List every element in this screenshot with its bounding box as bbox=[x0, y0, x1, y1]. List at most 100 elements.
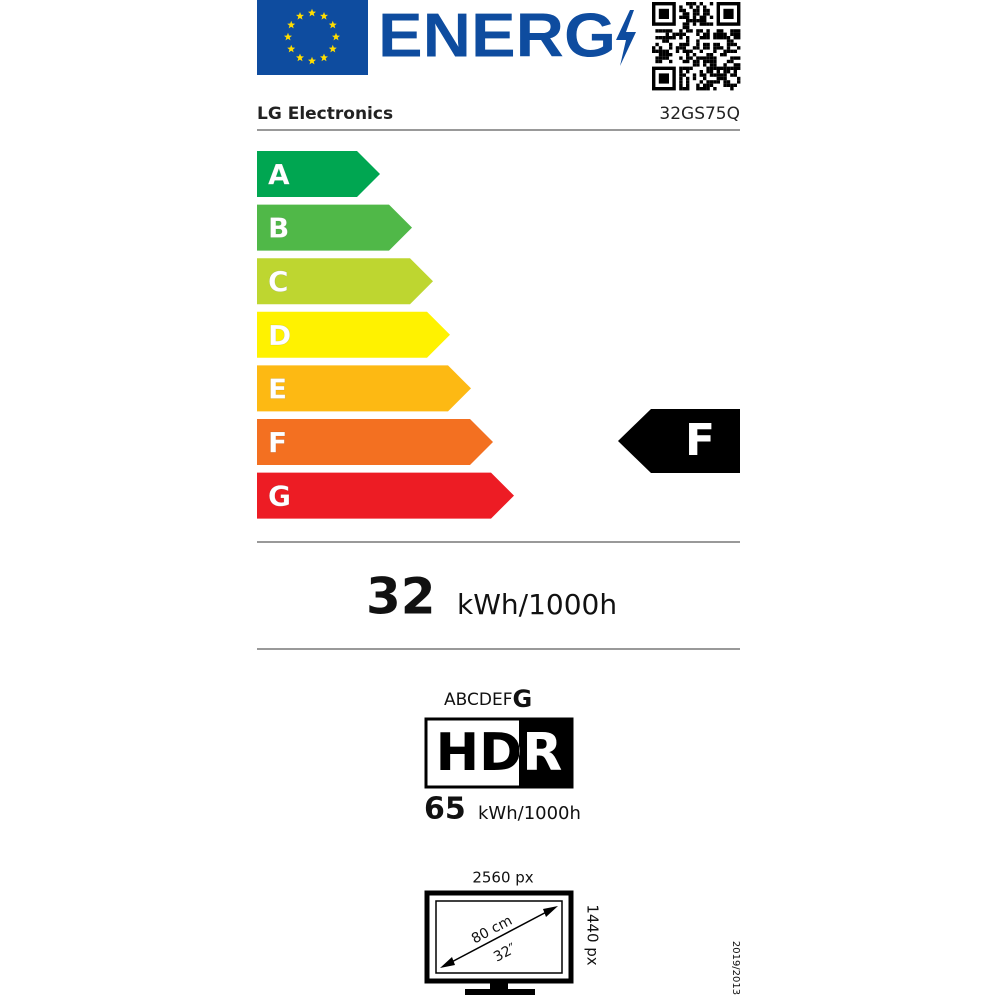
qr-module bbox=[679, 15, 683, 19]
qr-module bbox=[682, 32, 686, 36]
qr-module bbox=[686, 87, 690, 91]
qr-module bbox=[669, 59, 673, 64]
qr-module bbox=[733, 56, 737, 60]
hdr-box-dark bbox=[519, 719, 572, 787]
qr-module bbox=[730, 29, 734, 33]
qr-module bbox=[733, 73, 737, 77]
qr-module bbox=[696, 87, 700, 91]
qr-module bbox=[696, 12, 700, 16]
qr-module bbox=[726, 83, 731, 87]
qr-module bbox=[655, 56, 659, 60]
qr-module bbox=[686, 19, 690, 23]
qr-module bbox=[679, 87, 683, 91]
qr-module bbox=[706, 36, 710, 40]
class-bar bbox=[257, 472, 514, 519]
qr-module bbox=[706, 80, 710, 84]
qr-module bbox=[733, 66, 737, 70]
qr-module bbox=[720, 36, 724, 40]
qr-module bbox=[658, 46, 663, 50]
qr-module bbox=[665, 56, 669, 60]
qr-module bbox=[737, 29, 741, 33]
class-letter: C bbox=[268, 265, 289, 298]
qr-module bbox=[686, 36, 690, 40]
qr-module bbox=[675, 32, 680, 36]
qr-module bbox=[713, 66, 717, 70]
qr-module bbox=[706, 8, 710, 13]
hdr-scale: ABCDEFG bbox=[444, 685, 532, 713]
qr-module bbox=[713, 36, 717, 40]
qr-module bbox=[716, 80, 720, 84]
qr-module bbox=[662, 49, 666, 53]
rating-class: F bbox=[685, 415, 715, 466]
qr-module bbox=[682, 73, 686, 77]
qr-module bbox=[703, 76, 707, 81]
qr-module bbox=[706, 42, 710, 47]
qr-module bbox=[679, 76, 683, 81]
qr-module bbox=[696, 29, 700, 33]
qr-module bbox=[713, 73, 717, 77]
class-letter: F bbox=[268, 426, 287, 459]
qr-module bbox=[692, 63, 697, 67]
qr-module bbox=[720, 66, 724, 70]
qr-module bbox=[679, 32, 683, 36]
qr-module bbox=[703, 83, 707, 87]
qr-module bbox=[686, 39, 690, 43]
qr-module bbox=[737, 63, 741, 67]
star bbox=[328, 20, 337, 29]
qr-module bbox=[720, 53, 724, 57]
class-bar bbox=[257, 311, 450, 358]
qr-module bbox=[696, 32, 700, 36]
qr-module bbox=[709, 2, 714, 6]
qr-module bbox=[706, 46, 710, 50]
qr-module bbox=[686, 80, 690, 84]
qr-module bbox=[675, 49, 680, 53]
qr-module bbox=[699, 70, 703, 74]
qr-module bbox=[658, 59, 663, 64]
qr-module bbox=[720, 73, 724, 77]
qr-module bbox=[709, 83, 714, 87]
qr-module bbox=[706, 22, 710, 26]
star bbox=[308, 56, 316, 65]
class-scale: ABCDEFG bbox=[257, 151, 514, 519]
qr-module bbox=[679, 83, 683, 87]
qr-module bbox=[726, 46, 731, 50]
star bbox=[320, 53, 328, 62]
qr-module bbox=[679, 36, 683, 40]
qr-module bbox=[699, 80, 703, 84]
qr-module bbox=[692, 76, 697, 81]
qr-module bbox=[686, 15, 690, 19]
qr-module bbox=[703, 46, 707, 50]
class-bar bbox=[257, 365, 471, 412]
qr-module bbox=[730, 32, 734, 36]
class-bar bbox=[257, 204, 412, 251]
qr-module bbox=[682, 8, 686, 13]
qr-module bbox=[716, 42, 720, 47]
qr-module bbox=[675, 46, 680, 50]
hdr-logo: HDR bbox=[436, 723, 563, 783]
qr-module bbox=[658, 49, 663, 53]
class-letter: E bbox=[268, 372, 287, 405]
qr-module bbox=[679, 46, 683, 50]
star bbox=[284, 32, 292, 41]
qr-module bbox=[723, 70, 727, 74]
qr-module bbox=[692, 59, 697, 64]
qr-module bbox=[716, 73, 720, 77]
qr-module bbox=[696, 39, 700, 43]
qr-module bbox=[709, 73, 714, 77]
qr-module bbox=[692, 46, 697, 50]
qr-module bbox=[679, 5, 683, 9]
qr-module bbox=[709, 80, 714, 84]
model: 32GS75Q bbox=[659, 104, 740, 124]
qr-module bbox=[682, 66, 686, 70]
qr-module bbox=[709, 56, 714, 60]
qr-module bbox=[686, 83, 690, 87]
qr-module bbox=[679, 66, 683, 70]
qr-module bbox=[655, 36, 659, 40]
qr-module bbox=[730, 39, 734, 43]
lightning bbox=[616, 10, 636, 66]
qr-module bbox=[713, 46, 717, 50]
qr-module bbox=[709, 63, 714, 67]
qr-module bbox=[696, 63, 700, 67]
class-bar bbox=[257, 258, 433, 305]
qr-module bbox=[723, 63, 727, 67]
